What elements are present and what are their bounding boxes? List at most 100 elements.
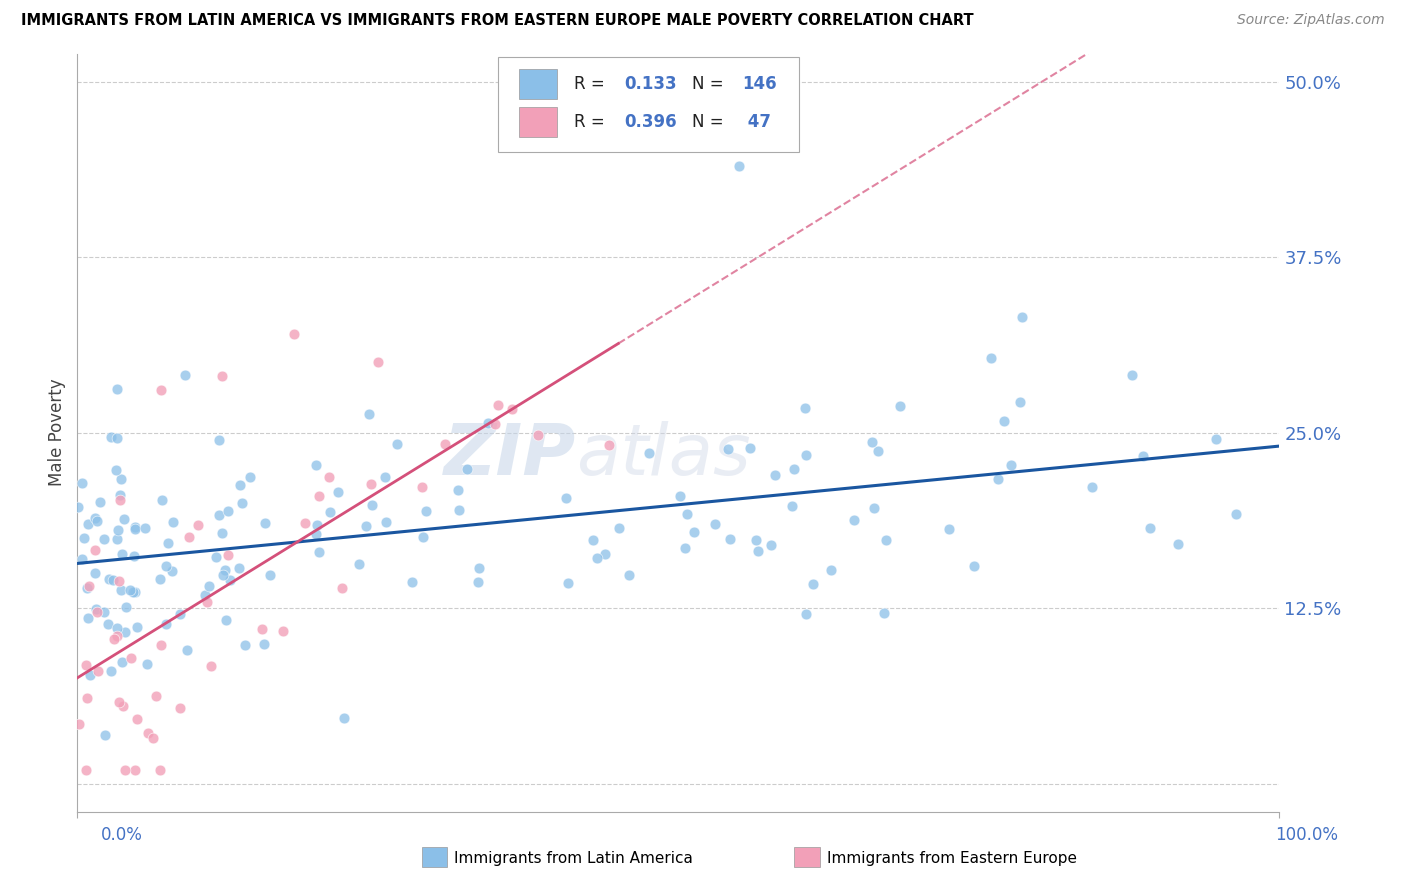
Point	[111, 547, 134, 561]
Point	[332, 582, 354, 596]
Point	[744, 533, 766, 547]
Point	[67, 716, 90, 731]
Point	[938, 522, 960, 536]
Point	[794, 401, 817, 416]
Point	[122, 549, 145, 564]
Point	[889, 399, 911, 413]
Point	[676, 507, 699, 521]
Point	[149, 763, 172, 777]
Point	[717, 442, 740, 457]
Point	[114, 763, 136, 777]
FancyBboxPatch shape	[519, 69, 557, 99]
Point	[115, 599, 138, 614]
Point	[704, 516, 727, 531]
Text: IMMIGRANTS FROM LATIN AMERICA VS IMMIGRANTS FROM EASTERN EUROPE MALE POVERTY COR: IMMIGRANTS FROM LATIN AMERICA VS IMMIGRA…	[21, 13, 974, 29]
Point	[1008, 394, 1031, 409]
Point	[433, 437, 456, 451]
Point	[554, 491, 576, 505]
Point	[963, 558, 986, 573]
Point	[1121, 368, 1143, 382]
Point	[136, 725, 159, 739]
Point	[73, 531, 96, 545]
Point	[231, 496, 253, 510]
Point	[205, 550, 228, 565]
Text: 47: 47	[742, 112, 770, 131]
Point	[253, 637, 276, 651]
FancyBboxPatch shape	[498, 57, 799, 153]
Point	[367, 355, 389, 369]
Point	[79, 668, 101, 682]
Point	[77, 517, 100, 532]
Point	[218, 504, 240, 518]
Point	[208, 508, 231, 522]
Point	[668, 489, 690, 503]
Text: N =: N =	[692, 112, 723, 131]
Point	[118, 583, 141, 598]
Point	[112, 512, 135, 526]
Point	[219, 573, 242, 587]
Point	[75, 658, 97, 673]
Point	[125, 712, 148, 726]
Point	[87, 664, 110, 678]
Point	[120, 650, 142, 665]
Point	[100, 664, 122, 678]
Point	[124, 522, 146, 536]
Point	[759, 538, 782, 552]
Point	[100, 430, 122, 444]
Point	[484, 417, 506, 431]
Point	[374, 470, 396, 484]
Point	[84, 566, 107, 580]
Text: N =: N =	[692, 75, 723, 93]
Point	[150, 492, 173, 507]
Point	[1167, 537, 1189, 551]
Point	[98, 572, 121, 586]
Point	[411, 479, 433, 493]
Point	[162, 515, 184, 529]
Point	[169, 607, 191, 621]
Point	[86, 514, 108, 528]
Text: 100.0%: 100.0%	[1275, 826, 1339, 844]
Point	[77, 579, 100, 593]
Point	[93, 532, 115, 546]
Point	[617, 568, 640, 582]
Point	[76, 582, 98, 596]
Point	[328, 485, 350, 500]
Point	[259, 567, 281, 582]
Point	[228, 561, 250, 575]
Point	[197, 579, 219, 593]
Point	[347, 557, 370, 571]
Point	[217, 548, 239, 562]
Point	[586, 551, 609, 566]
Point	[875, 533, 897, 547]
Point	[86, 605, 108, 619]
Point	[66, 500, 89, 514]
Text: ZIP: ZIP	[444, 421, 576, 490]
Point	[449, 502, 471, 516]
Point	[319, 505, 342, 519]
Point	[862, 500, 884, 515]
Point	[283, 327, 305, 342]
Point	[214, 563, 236, 577]
Y-axis label: Male Poverty: Male Poverty	[48, 379, 66, 486]
Point	[111, 655, 134, 669]
Point	[763, 467, 786, 482]
Point	[195, 594, 218, 608]
Point	[1000, 458, 1022, 472]
Point	[361, 498, 384, 512]
Point	[155, 617, 177, 632]
Point	[860, 434, 883, 449]
Point	[842, 513, 865, 527]
Point	[780, 499, 803, 513]
Point	[107, 695, 129, 709]
Text: 0.396: 0.396	[624, 112, 676, 131]
Point	[873, 607, 896, 621]
Point	[598, 438, 620, 452]
Point	[253, 516, 276, 530]
Point	[1225, 507, 1247, 521]
Point	[1081, 480, 1104, 494]
Point	[354, 519, 377, 533]
Point	[105, 629, 128, 643]
Point	[211, 369, 233, 384]
Point	[294, 516, 316, 530]
Point	[70, 475, 93, 490]
